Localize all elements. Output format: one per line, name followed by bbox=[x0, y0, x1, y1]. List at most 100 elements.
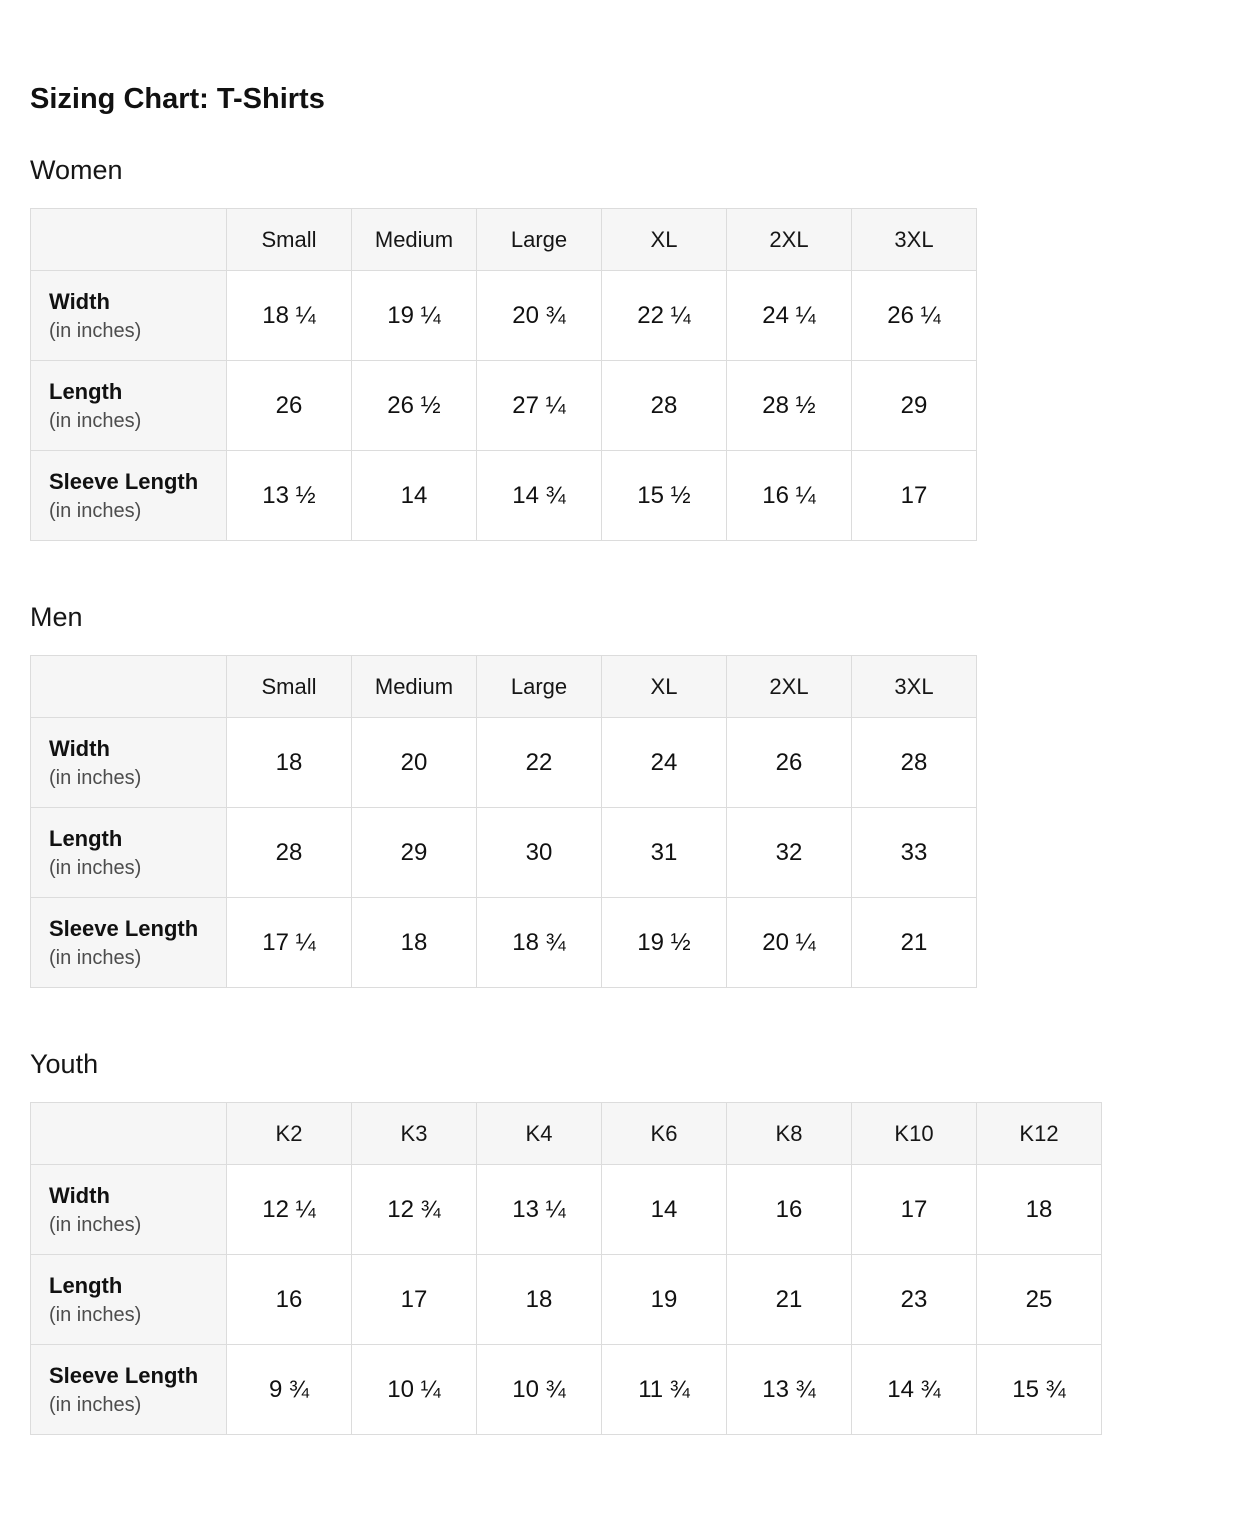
size-value: 29 bbox=[851, 360, 977, 451]
row-label-length: Length (in inches) bbox=[30, 807, 227, 898]
table-row-length: Length (in inches) 26 26 ½ 27 ¼ 28 28 ½ … bbox=[30, 360, 977, 451]
size-value: 27 ¼ bbox=[476, 360, 602, 451]
size-value: 18 bbox=[976, 1164, 1102, 1255]
youth-size-table: K2 K3 K4 K6 K8 K10 K12 Width (in inches)… bbox=[30, 1102, 1102, 1435]
size-value: 20 bbox=[351, 717, 477, 808]
size-value: 28 ½ bbox=[726, 360, 852, 451]
youth-header-row: K2 K3 K4 K6 K8 K10 K12 bbox=[30, 1102, 1102, 1165]
size-value: 15 ½ bbox=[601, 450, 727, 541]
row-label-width: Width (in inches) bbox=[30, 1164, 227, 1255]
table-row-width: Width (in inches) 18 20 22 24 26 28 bbox=[30, 717, 977, 808]
size-value: 28 bbox=[601, 360, 727, 451]
size-value: 19 bbox=[601, 1254, 727, 1345]
size-value: 16 ¼ bbox=[726, 450, 852, 541]
size-value: 11 ¾ bbox=[601, 1344, 727, 1435]
col-header: K8 bbox=[726, 1102, 852, 1165]
row-label-width: Width (in inches) bbox=[30, 270, 227, 361]
size-value: 15 ¾ bbox=[976, 1344, 1102, 1435]
size-value: 14 bbox=[601, 1164, 727, 1255]
row-sublabel-text: (in inches) bbox=[49, 856, 142, 879]
corner-cell bbox=[30, 655, 227, 718]
row-sublabel-text: (in inches) bbox=[49, 766, 142, 789]
size-value: 25 bbox=[976, 1254, 1102, 1345]
size-value: 10 ¾ bbox=[476, 1344, 602, 1435]
size-value: 26 ¼ bbox=[851, 270, 977, 361]
size-value: 22 bbox=[476, 717, 602, 808]
size-value: 24 ¼ bbox=[726, 270, 852, 361]
section-heading-women: Women bbox=[30, 155, 123, 185]
size-value: 17 bbox=[351, 1254, 477, 1345]
col-header: 2XL bbox=[726, 208, 852, 271]
size-value: 32 bbox=[726, 807, 852, 898]
row-sublabel-text: (in inches) bbox=[49, 319, 142, 342]
men-size-table: Small Medium Large XL 2XL 3XL Width (in … bbox=[30, 655, 977, 988]
size-value: 12 ¼ bbox=[226, 1164, 352, 1255]
row-label-length: Length (in inches) bbox=[30, 360, 227, 451]
col-header: Large bbox=[476, 655, 602, 718]
col-header: K6 bbox=[601, 1102, 727, 1165]
row-label-text: Length bbox=[49, 825, 123, 851]
row-label-text: Sleeve Length bbox=[49, 468, 199, 494]
size-value: 26 ½ bbox=[351, 360, 477, 451]
col-header: K4 bbox=[476, 1102, 602, 1165]
size-value: 28 bbox=[226, 807, 352, 898]
size-value: 14 ¾ bbox=[851, 1344, 977, 1435]
women-size-table: Small Medium Large XL 2XL 3XL Width (in … bbox=[30, 208, 977, 541]
col-header: Small bbox=[226, 655, 352, 718]
size-value: 29 bbox=[351, 807, 477, 898]
size-value: 18 bbox=[476, 1254, 602, 1345]
size-value: 21 bbox=[851, 897, 977, 988]
size-value: 17 ¼ bbox=[226, 897, 352, 988]
size-value: 17 bbox=[851, 1164, 977, 1255]
col-header: 3XL bbox=[851, 208, 977, 271]
row-label-text: Width bbox=[49, 288, 110, 314]
size-value: 26 bbox=[226, 360, 352, 451]
row-sublabel-text: (in inches) bbox=[49, 409, 142, 432]
size-value: 13 ¾ bbox=[726, 1344, 852, 1435]
row-label-text: Sleeve Length bbox=[49, 1362, 199, 1388]
size-value: 22 ¼ bbox=[601, 270, 727, 361]
size-value: 28 bbox=[851, 717, 977, 808]
col-header: K2 bbox=[226, 1102, 352, 1165]
corner-cell bbox=[30, 208, 227, 271]
section-heading-youth: Youth bbox=[30, 1049, 99, 1079]
col-header: Medium bbox=[351, 655, 477, 718]
table-row-sleeve-length: Sleeve Length (in inches) 17 ¼ 18 18 ¾ 1… bbox=[30, 897, 977, 988]
row-sublabel-text: (in inches) bbox=[49, 946, 142, 969]
section-heading-men: Men bbox=[30, 602, 83, 632]
size-value: 20 ¾ bbox=[476, 270, 602, 361]
row-label-text: Length bbox=[49, 378, 123, 404]
table-row-width: Width (in inches) 18 ¼ 19 ¼ 20 ¾ 22 ¼ 24… bbox=[30, 270, 977, 361]
row-label-width: Width (in inches) bbox=[30, 717, 227, 808]
row-sublabel-text: (in inches) bbox=[49, 499, 142, 522]
col-header: K12 bbox=[976, 1102, 1102, 1165]
women-header-row: Small Medium Large XL 2XL 3XL bbox=[30, 208, 977, 271]
row-label-length: Length (in inches) bbox=[30, 1254, 227, 1345]
row-label-text: Sleeve Length bbox=[49, 915, 199, 941]
table-row-width: Width (in inches) 12 ¼ 12 ¾ 13 ¼ 14 16 1… bbox=[30, 1164, 1102, 1255]
table-row-sleeve-length: Sleeve Length (in inches) 9 ¾ 10 ¼ 10 ¾ … bbox=[30, 1344, 1102, 1435]
size-value: 31 bbox=[601, 807, 727, 898]
row-sublabel-text: (in inches) bbox=[49, 1213, 142, 1236]
size-value: 19 ½ bbox=[601, 897, 727, 988]
size-value: 26 bbox=[726, 717, 852, 808]
row-label-sleeve-length: Sleeve Length (in inches) bbox=[30, 897, 227, 988]
corner-cell bbox=[30, 1102, 227, 1165]
col-header: XL bbox=[601, 208, 727, 271]
size-value: 30 bbox=[476, 807, 602, 898]
size-value: 16 bbox=[726, 1164, 852, 1255]
size-value: 24 bbox=[601, 717, 727, 808]
size-value: 18 bbox=[351, 897, 477, 988]
size-value: 14 bbox=[351, 450, 477, 541]
size-value: 19 ¼ bbox=[351, 270, 477, 361]
size-value: 10 ¼ bbox=[351, 1344, 477, 1435]
row-label-sleeve-length: Sleeve Length (in inches) bbox=[30, 450, 227, 541]
row-label-text: Length bbox=[49, 1272, 123, 1298]
size-value: 13 ½ bbox=[226, 450, 352, 541]
size-value: 9 ¾ bbox=[226, 1344, 352, 1435]
size-value: 18 bbox=[226, 717, 352, 808]
size-value: 18 ¼ bbox=[226, 270, 352, 361]
col-header: 3XL bbox=[851, 655, 977, 718]
table-row-length: Length (in inches) 28 29 30 31 32 33 bbox=[30, 807, 977, 898]
